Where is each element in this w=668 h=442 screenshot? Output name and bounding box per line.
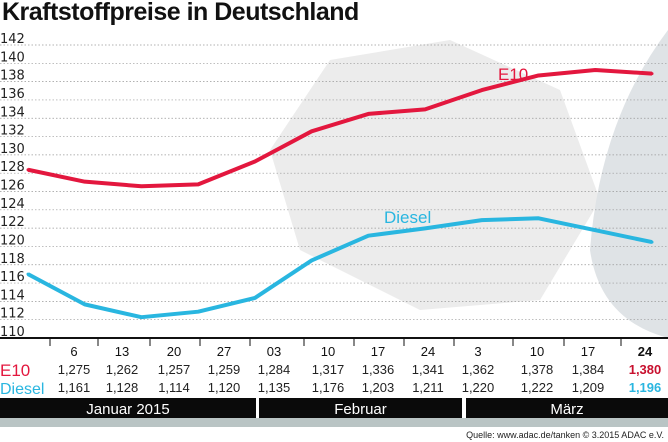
- date-label: 24: [638, 344, 653, 359]
- data-point: [310, 258, 314, 262]
- data-point: [423, 107, 427, 111]
- value-cell: 1,120: [208, 380, 241, 395]
- date-label: 20: [167, 344, 181, 359]
- y-tick-label: 128: [0, 160, 25, 175]
- data-point: [593, 68, 597, 72]
- row-label-e10: E10: [0, 361, 30, 380]
- month-label: Februar: [334, 401, 387, 418]
- date-label: 03: [267, 344, 281, 359]
- value-cell: 1,336: [362, 362, 395, 377]
- date-label: 3: [474, 344, 481, 359]
- y-tick-label: 136: [0, 87, 25, 102]
- data-point: [196, 310, 200, 314]
- data-point: [537, 73, 541, 77]
- date-label: 10: [321, 344, 335, 359]
- value-cell: 1,362: [462, 362, 495, 377]
- month-bar: [259, 398, 462, 418]
- value-cell: 1,128: [106, 380, 139, 395]
- source-note: Quelle: www.adac.de/tanken © 3.2015 ADAC…: [466, 430, 664, 440]
- value-cell: 1,317: [312, 362, 345, 377]
- series-label: E10: [498, 65, 528, 84]
- value-cell: 1,259: [208, 362, 241, 377]
- date-label: 17: [581, 344, 595, 359]
- data-point: [423, 226, 427, 230]
- value-cell: 1,161: [58, 380, 91, 395]
- series-line-diesel: [27, 216, 653, 320]
- y-tick-label: 112: [0, 307, 25, 322]
- data-point: [83, 302, 87, 306]
- value-cell: 1,380: [629, 362, 662, 377]
- data-point: [26, 168, 30, 172]
- data-point: [480, 88, 484, 92]
- y-tick-label: 132: [0, 124, 25, 139]
- value-cell: 1,262: [106, 362, 139, 377]
- series-label: Diesel: [384, 208, 431, 227]
- y-tick-label: 116: [0, 270, 25, 285]
- value-cell: 1,196: [629, 380, 662, 395]
- y-tick-label: 126: [0, 179, 25, 194]
- date-label: 6: [70, 344, 77, 359]
- chart-title: Kraftstoffpreise in Deutschland: [2, 0, 359, 26]
- data-point: [196, 182, 200, 186]
- data-point: [650, 72, 654, 76]
- car-silhouette: [590, 30, 668, 338]
- value-cell: 1,114: [158, 380, 190, 395]
- value-cell: 1,284: [258, 362, 291, 377]
- row-label-diesel: Diesel: [0, 381, 44, 398]
- data-point: [253, 296, 257, 300]
- data-point: [253, 160, 257, 164]
- footer-band: [0, 418, 668, 427]
- date-label: 10: [530, 344, 544, 359]
- y-tick-label: 120: [0, 233, 25, 248]
- y-tick-label: 142: [0, 32, 25, 47]
- month-label: Januar 2015: [86, 401, 169, 418]
- data-point: [83, 180, 87, 184]
- y-tick-label: 130: [0, 142, 25, 157]
- date-label: 27: [217, 344, 231, 359]
- date-label: 13: [115, 344, 129, 359]
- value-cell: 1,209: [572, 380, 605, 395]
- value-cell: 1,384: [572, 362, 605, 377]
- y-tick-label: 138: [0, 69, 25, 84]
- value-cell: 1,135: [258, 380, 291, 395]
- month-bar: [466, 398, 668, 418]
- value-cell: 1,275: [58, 362, 91, 377]
- series-line-e10: [27, 67, 653, 189]
- data-point: [366, 112, 370, 116]
- data-point: [139, 184, 143, 188]
- month-label: März: [550, 401, 583, 418]
- value-cell: 1,341: [412, 362, 445, 377]
- data-point: [593, 228, 597, 232]
- value-cell: 1,211: [412, 380, 444, 395]
- value-cell: 1,220: [462, 380, 495, 395]
- y-tick-label: 122: [0, 215, 25, 230]
- map-silhouette: [270, 40, 600, 310]
- value-cell: 1,257: [158, 362, 191, 377]
- y-tick-label: 124: [0, 197, 25, 212]
- value-cell: 1,222: [521, 380, 554, 395]
- date-label: 24: [421, 344, 435, 359]
- y-tick-label: 118: [0, 252, 25, 267]
- data-point: [310, 129, 314, 133]
- data-point: [650, 240, 654, 244]
- data-point: [139, 315, 143, 319]
- data-point: [537, 216, 541, 220]
- month-bar: [0, 398, 256, 418]
- date-label: 17: [371, 344, 385, 359]
- y-tick-label: 140: [0, 50, 25, 65]
- y-tick-label: 114: [0, 288, 25, 303]
- data-point: [26, 272, 30, 276]
- y-tick-label: 134: [0, 105, 25, 120]
- y-tick-label: 110: [0, 325, 25, 340]
- data-point: [366, 234, 370, 238]
- value-cell: 1,378: [521, 362, 554, 377]
- value-cell: 1,203: [362, 380, 395, 395]
- value-cell: 1,176: [312, 380, 345, 395]
- data-point: [480, 218, 484, 222]
